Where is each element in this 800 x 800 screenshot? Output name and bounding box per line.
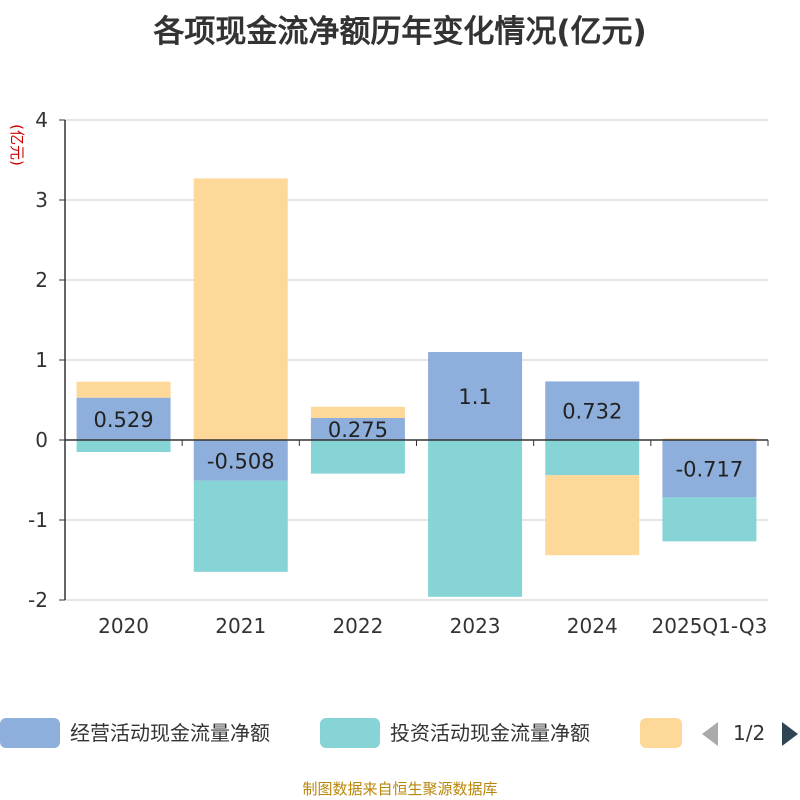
bar-financing <box>193 178 288 440</box>
legend-next-page-icon[interactable] <box>778 720 800 748</box>
x-tick-label: 2022 <box>332 614 383 638</box>
y-tick-label: 1 <box>35 348 48 372</box>
x-tick-label: 2025Q1-Q3 <box>652 614 768 638</box>
legend-swatch-financing[interactable] <box>640 718 682 748</box>
bar-investing <box>428 440 523 597</box>
data-label: 0.275 <box>328 418 388 442</box>
bar-operating <box>76 397 171 440</box>
bar-financing <box>310 406 405 418</box>
y-tick-label: -1 <box>28 508 48 532</box>
bar-investing <box>76 440 171 452</box>
x-tick-label: 2020 <box>98 614 149 638</box>
bar-investing <box>310 440 405 474</box>
bar-investing <box>662 497 757 542</box>
data-label: 0.529 <box>94 408 154 432</box>
y-tick-label: 2 <box>35 268 48 292</box>
y-tick-label: 3 <box>35 188 48 212</box>
x-tick-label: 2024 <box>567 614 618 638</box>
legend-swatch-investing[interactable] <box>320 718 380 748</box>
chart-title: 各项现金流净额历年变化情况(亿元) <box>153 14 647 50</box>
x-tick-label: 2021 <box>215 614 266 638</box>
legend-swatch-operating[interactable] <box>0 718 60 748</box>
legend-page-indicator: 1/2 <box>733 721 766 745</box>
bar-investing <box>545 440 640 476</box>
y-axis-label: (亿元) <box>8 124 26 166</box>
bar-financing <box>662 438 757 440</box>
data-source-note: 制图数据来自恒生聚源数据库 <box>302 780 498 798</box>
data-label: -0.717 <box>676 458 744 482</box>
bar-financing <box>545 475 640 556</box>
bar-operating <box>545 381 640 440</box>
y-tick-label: -2 <box>28 588 48 612</box>
legend-label-investing[interactable]: 投资活动现金流量净额 <box>390 721 590 745</box>
y-tick-label: 4 <box>35 108 48 132</box>
bar-operating <box>193 440 288 481</box>
legend-label-operating[interactable]: 经营活动现金流量净额 <box>70 721 270 745</box>
bar-investing <box>193 480 288 572</box>
data-label: 0.732 <box>562 400 622 424</box>
bar-operating <box>662 440 757 498</box>
bar-operating <box>310 418 405 440</box>
legend-prev-page-icon[interactable] <box>700 720 722 748</box>
bar-operating <box>428 352 523 440</box>
data-label: -0.508 <box>207 449 275 473</box>
x-tick-label: 2023 <box>450 614 501 638</box>
bar-financing <box>76 381 171 398</box>
data-label: 1.1 <box>458 385 491 409</box>
y-tick-label: 0 <box>35 428 48 452</box>
